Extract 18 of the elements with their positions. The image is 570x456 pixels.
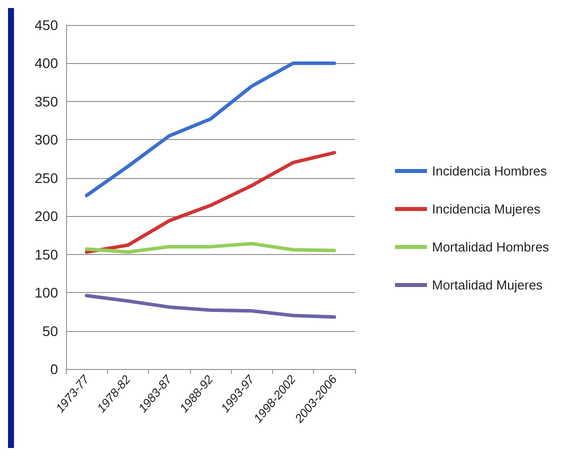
legend-label: Mortalidad Mujeres xyxy=(432,278,544,292)
line-series xyxy=(84,61,336,198)
y-tick-label: 450 xyxy=(34,17,58,33)
y-tick-label: 400 xyxy=(34,55,58,72)
y-tick-label: 0 xyxy=(50,361,58,377)
line-series xyxy=(84,242,336,254)
y-tick-label: 350 xyxy=(34,93,58,110)
legend-label: Incidencia Hombres xyxy=(432,164,548,178)
legend-label: Mortalidad Hombres xyxy=(432,240,550,254)
y-tick-label: 100 xyxy=(34,284,58,301)
y-tick-label: 200 xyxy=(34,208,58,224)
y-tick-label: 150 xyxy=(34,246,58,262)
y-tick-label: 50 xyxy=(42,322,58,339)
y-tick-label: 300 xyxy=(34,132,58,148)
y-tick-label: 250 xyxy=(34,170,58,186)
legend-label: Incidencia Mujeres xyxy=(432,202,541,216)
line-series xyxy=(84,150,336,254)
line-series xyxy=(84,294,336,319)
